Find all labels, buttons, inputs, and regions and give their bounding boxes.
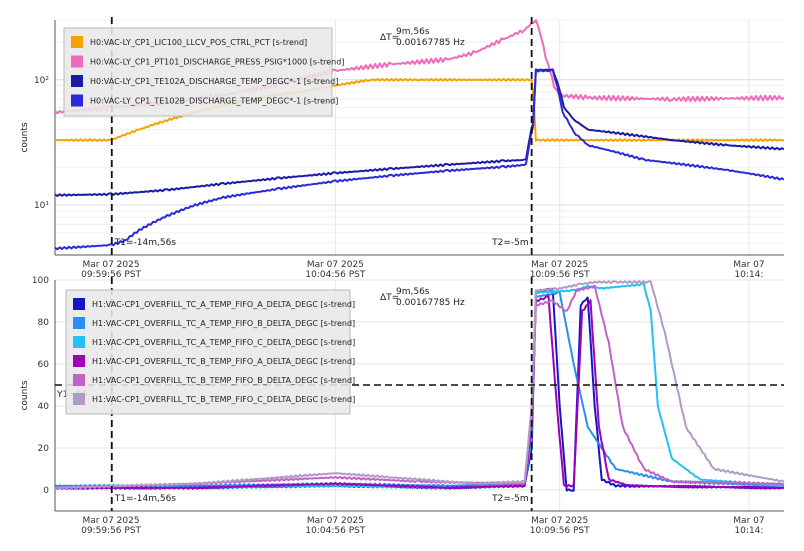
y-tick-label: 10² bbox=[34, 76, 49, 86]
x-tick-label: Mar 07 2025 bbox=[531, 516, 588, 526]
x-tick-label: Mar 07 2025 bbox=[83, 260, 140, 270]
t1-cursor-label: T1=-14m,56s bbox=[114, 494, 177, 504]
y-tick-label: 10¹ bbox=[34, 201, 49, 211]
legend-label: H0:VAC-LY_CP1_TE102A_DISCHARGE_TEMP_DEGC… bbox=[90, 77, 338, 86]
series-line bbox=[55, 77, 784, 142]
legend-swatch bbox=[73, 393, 85, 405]
delta-f-value: 0.00167785 Hz bbox=[396, 38, 465, 48]
x-tick-label: 10:09:56 PST bbox=[530, 526, 590, 536]
legend-label: H1:VAC-CP1_OVERFILL_TC_A_TEMP_FIFO_C_DEL… bbox=[92, 338, 355, 347]
legend-swatch bbox=[71, 75, 83, 87]
x-tick-label: 10:14: bbox=[734, 270, 763, 280]
delta-f-value: 0.00167785 Hz bbox=[396, 298, 465, 308]
x-tick-label: Mar 07 2025 bbox=[531, 260, 588, 270]
legend: H1:VAC-CP1_OVERFILL_TC_A_TEMP_FIFO_A_DEL… bbox=[65, 289, 355, 415]
x-tick-label: 10:14: bbox=[734, 526, 763, 536]
y-axis-label: counts bbox=[20, 380, 30, 410]
x-tick-label: Mar 07 2025 bbox=[307, 516, 364, 526]
legend-label: H1:VAC-CP1_OVERFILL_TC_B_TEMP_FIFO_C_DEL… bbox=[92, 395, 355, 404]
legend-swatch bbox=[73, 336, 85, 348]
x-tick-label: 09:59:56 PST bbox=[81, 526, 141, 536]
legend-label: H0:VAC-LY_CP1_TE102B_DISCHARGE_TEMP_DEGC… bbox=[90, 97, 338, 106]
x-tick-label: Mar 07 2025 bbox=[83, 516, 140, 526]
y-tick-label: 60 bbox=[38, 360, 50, 370]
t2-cursor-label: T2=-5m bbox=[491, 238, 529, 248]
delta-t-label: ΔT= bbox=[380, 33, 399, 43]
t1-cursor-label: T1=-14m,56s bbox=[114, 238, 177, 248]
legend-swatch bbox=[73, 298, 85, 310]
x-tick-label: 10:04:56 PST bbox=[305, 270, 365, 280]
legend-label: H1:VAC-CP1_OVERFILL_TC_B_TEMP_FIFO_A_DEL… bbox=[92, 357, 355, 366]
legend-swatch bbox=[73, 317, 85, 329]
series-line bbox=[55, 68, 784, 197]
legend-label: H0:VAC-LY_CP1_LIC100_LLCV_POS_CTRL_PCT [… bbox=[90, 38, 307, 47]
grid bbox=[55, 19, 784, 256]
y-axis-label: counts bbox=[20, 122, 30, 152]
delta-t-value: 9m,56s bbox=[396, 287, 430, 297]
legend-box bbox=[63, 27, 333, 117]
legend: H0:VAC-LY_CP1_LIC100_LLCV_POS_CTRL_PCT [… bbox=[63, 27, 344, 117]
x-tick-label: Mar 07 bbox=[733, 516, 764, 526]
x-tick-label: Mar 07 2025 bbox=[307, 260, 364, 270]
series-line bbox=[55, 69, 784, 251]
x-tick-label: 09:59:56 PST bbox=[81, 270, 141, 280]
series-line bbox=[55, 280, 784, 490]
y-tick-label: 40 bbox=[38, 402, 50, 412]
x-tick-label: 10:09:56 PST bbox=[530, 270, 590, 280]
legend-swatch bbox=[71, 55, 83, 68]
legend-label: H1:VAC-CP1_OVERFILL_TC_A_TEMP_FIFO_B_DEL… bbox=[92, 319, 355, 328]
delta-t-value: 9m,56s bbox=[396, 27, 430, 37]
legend-swatch bbox=[71, 94, 83, 107]
y-tick-label: 80 bbox=[38, 318, 50, 328]
y-tick-label: 20 bbox=[38, 444, 50, 454]
series-group bbox=[55, 280, 784, 492]
legend-swatch bbox=[73, 355, 85, 367]
t2-cursor-label: T2=-5m bbox=[491, 494, 529, 504]
legend-box bbox=[65, 289, 351, 415]
x-tick-label: 10:04:56 PST bbox=[305, 526, 365, 536]
y-tick-label: 0 bbox=[43, 486, 49, 496]
legend-swatch bbox=[73, 374, 85, 386]
legend-label: H1:VAC-CP1_OVERFILL_TC_B_TEMP_FIFO_B_DEL… bbox=[92, 376, 355, 385]
legend-label: H1:VAC-CP1_OVERFILL_TC_A_TEMP_FIFO_A_DEL… bbox=[92, 300, 355, 309]
series-group bbox=[55, 19, 784, 251]
x-tick-label: Mar 07 bbox=[733, 260, 764, 270]
grid bbox=[55, 279, 784, 511]
delta-t-label: ΔT= bbox=[380, 293, 399, 303]
y-tick-label: 100 bbox=[32, 276, 49, 286]
legend-label: H0:VAC-LY_CP1_PT101_DISCHARGE_PRESS_PSIG… bbox=[90, 58, 344, 67]
series-line bbox=[55, 294, 784, 490]
legend-swatch bbox=[71, 36, 83, 48]
